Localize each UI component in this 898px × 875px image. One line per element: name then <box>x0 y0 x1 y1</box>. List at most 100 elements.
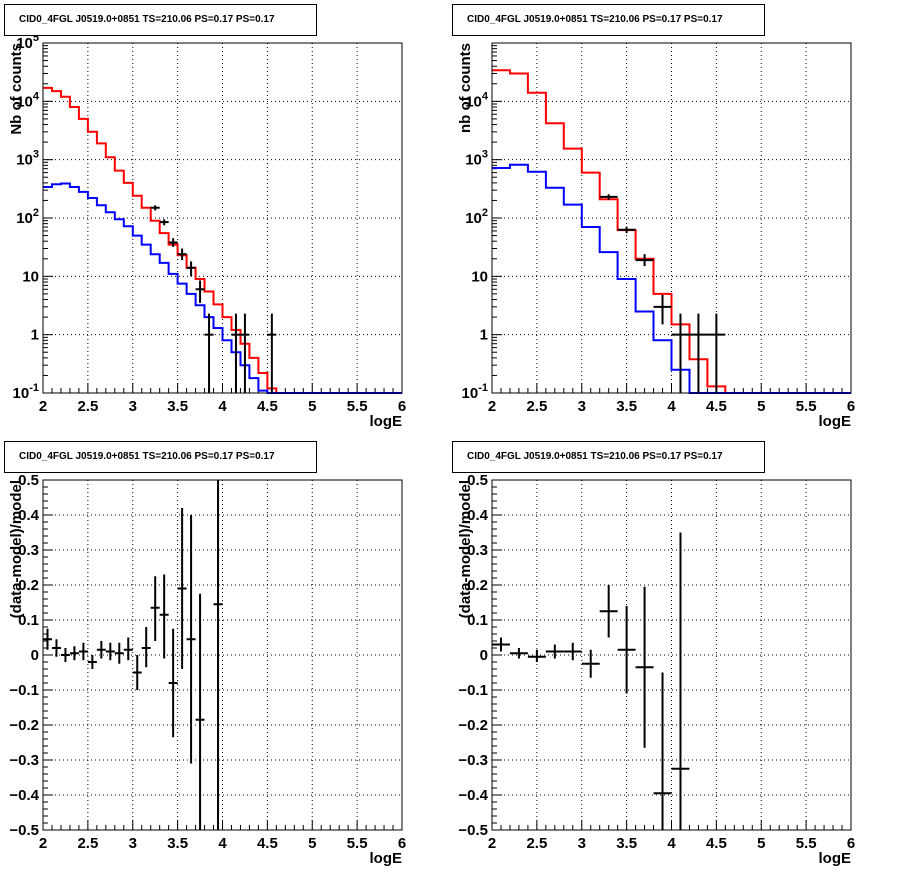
x-tick-label: 5 <box>757 835 765 852</box>
x-tick-label: 2 <box>39 398 47 415</box>
data-point <box>78 642 88 661</box>
y-tick-label: 1 <box>480 327 488 344</box>
x-tick-label: 3.5 <box>616 835 637 852</box>
y-tick-label: −0.2 <box>458 717 488 734</box>
data-point <box>581 649 600 678</box>
y-tick-label: 0 <box>480 647 488 664</box>
data-point <box>168 238 178 247</box>
x-tick-label: 6 <box>398 835 406 852</box>
x-tick-label: 3.5 <box>167 835 188 852</box>
data-point <box>177 508 187 669</box>
y-tick-label: −0.5 <box>9 822 39 839</box>
x-tick-label: 4.5 <box>706 398 727 415</box>
data-point <box>563 642 582 661</box>
x-axis-label: logE <box>370 850 403 867</box>
y-tick-label: 0 <box>31 647 39 664</box>
x-axis-label: logE <box>370 413 403 430</box>
x-tick-label: 6 <box>398 398 406 415</box>
panel-top-right: 2 2.5 3 3.5 4 4.5 5 5.5 6 10-1 1 10 102 103 104 logE nb … <box>457 42 855 430</box>
panel-bottom-left: 2 2.5 3 3.5 4 4.5 5 5.5 6 −0.5 −0.4 −0.3 −0.2 −0.1 0 0.… <box>8 472 406 867</box>
y-tick-label: −0.3 <box>458 752 488 769</box>
blue-model-histogram <box>43 182 402 394</box>
data-point <box>527 649 546 662</box>
y-tick-label: −0.5 <box>458 822 488 839</box>
x-tick-label: 3 <box>578 398 586 415</box>
y-tick-label: 0.5 <box>467 472 488 489</box>
x-tick-label: 4 <box>218 835 227 852</box>
y-tick-label: −0.2 <box>9 717 39 734</box>
data-point <box>617 226 636 234</box>
y-axis-label: Nb of counts <box>8 43 25 135</box>
y-tick-label: 102 <box>16 207 39 227</box>
y-tick-label: 1 <box>31 327 39 344</box>
data-point <box>123 637 133 661</box>
x-tick-label: 5.5 <box>347 835 368 852</box>
data-point <box>195 280 205 303</box>
data-point <box>60 648 70 662</box>
y-tick-label: 10 <box>471 268 488 285</box>
y-tick-label: 0.2 <box>467 577 488 594</box>
data-point <box>105 642 115 661</box>
y-tick-label: 103 <box>465 149 488 169</box>
data-point <box>186 515 196 764</box>
y-tick-label: −0.3 <box>9 752 39 769</box>
x-tick-label: 3 <box>578 835 586 852</box>
data-point <box>707 313 726 393</box>
data-point <box>51 639 61 657</box>
data-point <box>653 672 672 830</box>
x-tick-label: 6 <box>847 398 855 415</box>
data-point <box>240 313 250 393</box>
x-tick-label: 5 <box>308 398 316 415</box>
data-point <box>186 261 196 277</box>
data-point <box>671 532 690 830</box>
plot-frame <box>491 479 852 831</box>
data-point <box>141 627 151 668</box>
x-tick-label: 6 <box>847 835 855 852</box>
y-tick-label: −0.1 <box>9 682 39 699</box>
x-tick-label: 2 <box>488 835 496 852</box>
y-tick-label: 0.1 <box>467 612 488 629</box>
y-tick-label: 103 <box>16 149 39 169</box>
data-point <box>168 628 178 738</box>
x-tick-label: 2.5 <box>526 398 547 415</box>
data-point <box>213 480 223 830</box>
data-point <box>177 248 187 261</box>
panel-title-bottom-left: CID0_4FGL J0519.0+0851 TS=210.06 PS=0.17… <box>4 441 317 473</box>
y-tick-label: −0.1 <box>458 682 488 699</box>
data-point <box>87 655 97 669</box>
y-tick-label: 0.4 <box>18 507 40 524</box>
data-point <box>635 254 654 267</box>
plot-frame <box>42 42 403 394</box>
y-tick-label: 10 <box>22 268 39 285</box>
y-tick-label: 104 <box>465 90 489 110</box>
y-axis-label: (data-model)/model <box>8 480 25 618</box>
data-point <box>96 641 106 659</box>
x-tick-label: 3 <box>129 835 137 852</box>
y-tick-label: 0.1 <box>18 612 39 629</box>
panel-title-top-left: CID0_4FGL J0519.0+0851 TS=210.06 PS=0.17… <box>4 4 317 36</box>
data-point <box>204 313 214 393</box>
data-point <box>492 637 510 652</box>
y-tick-label: 10-1 <box>462 382 488 402</box>
x-tick-label: 5 <box>308 835 316 852</box>
x-tick-label: 5.5 <box>347 398 368 415</box>
panel-top-left: 2 2.5 3 3.5 4 4.5 5 5.5 6 10-1 1 10 102 103 104 105 logE… <box>8 32 406 430</box>
x-tick-label: 5.5 <box>796 398 817 415</box>
data-point <box>69 646 79 661</box>
plot-frame <box>42 479 403 831</box>
x-tick-label: 4 <box>218 398 227 415</box>
blue-model-histogram <box>492 163 851 394</box>
x-tick-label: 2.5 <box>77 835 98 852</box>
data-point <box>132 655 142 690</box>
panel-title-bottom-right: CID0_4FGL J0519.0+0851 TS=210.06 PS=0.17… <box>452 441 765 473</box>
x-tick-label: 5 <box>757 398 765 415</box>
x-axis-label: logE <box>819 850 852 867</box>
x-tick-label: 5.5 <box>796 835 817 852</box>
x-tick-label: 4.5 <box>257 835 278 852</box>
y-tick-label: 0.4 <box>467 507 489 524</box>
x-tick-label: 3 <box>129 398 137 415</box>
y-tick-label: 0.3 <box>467 542 488 559</box>
data-point <box>545 644 564 659</box>
x-tick-label: 4.5 <box>706 835 727 852</box>
